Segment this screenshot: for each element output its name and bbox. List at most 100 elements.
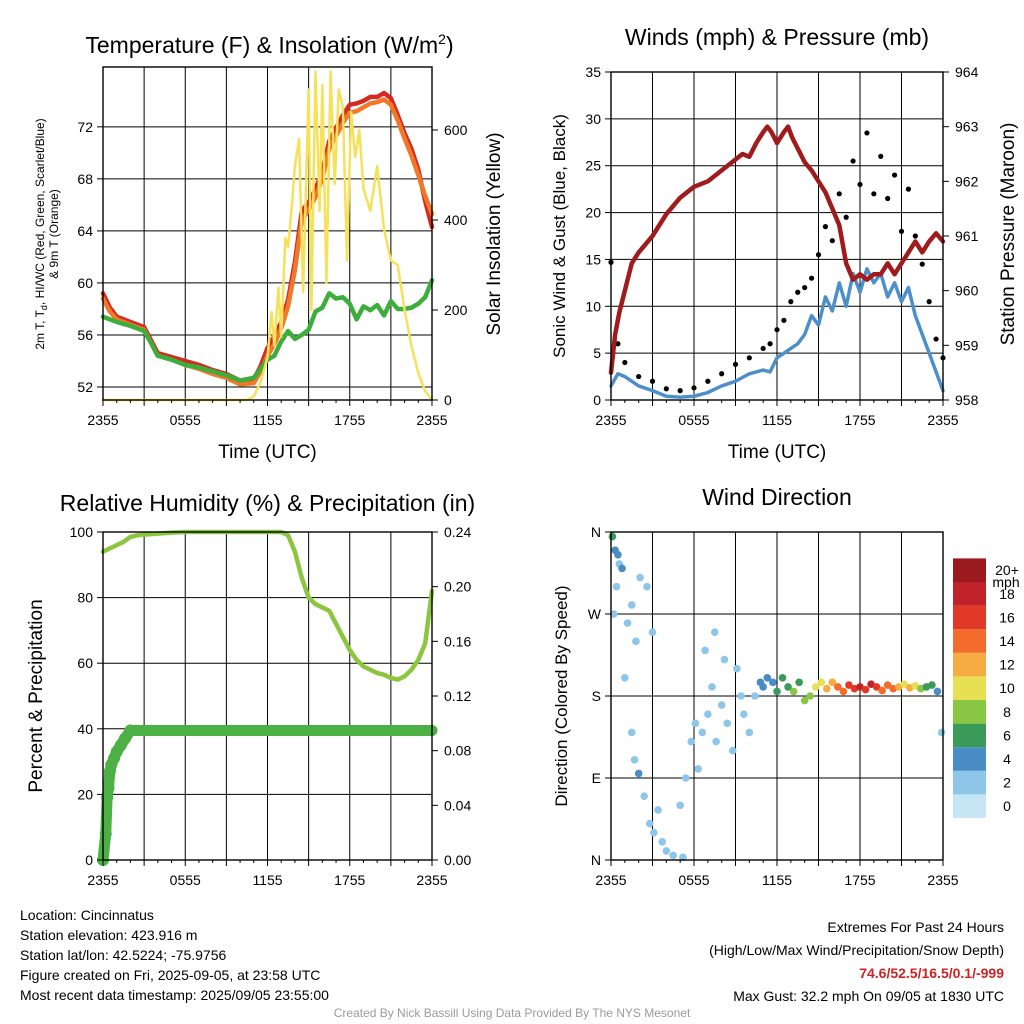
- gust-point: [919, 261, 925, 267]
- colorbar-label: 8: [1003, 704, 1011, 720]
- gust-point: [781, 317, 787, 323]
- x-tick-label: 0555: [678, 412, 709, 428]
- direction-point: [698, 728, 707, 737]
- gust-point: [622, 359, 628, 366]
- direction-point: [679, 853, 687, 862]
- y2-tick-label: 0.20: [444, 579, 471, 595]
- x-tick-label: 2355: [927, 872, 958, 888]
- extremes-legend: (High/Low/Max Wind/Precipitation/Snow De…: [709, 942, 1004, 958]
- series-station-pressure: [608, 124, 946, 375]
- series-gust: [608, 130, 946, 394]
- y-tick-label: 40: [77, 721, 93, 737]
- gust-point: [905, 186, 912, 192]
- direction-point: [694, 765, 702, 773]
- grid: [611, 532, 943, 860]
- y-tick-label: 72: [77, 119, 93, 135]
- colorbar-swatch: [953, 794, 986, 818]
- x-ticks: [102, 860, 433, 866]
- direction-point: [650, 828, 658, 837]
- direction-point: [751, 692, 759, 700]
- created-text: Figure created on Fri, 2025-09-05, at 23…: [20, 967, 321, 983]
- direction-point: [928, 681, 936, 689]
- y2-tick-label: 0.16: [444, 633, 471, 649]
- gust-point: [843, 214, 849, 220]
- direction-point: [618, 564, 626, 573]
- y2-ticks: [432, 531, 438, 861]
- direction-point: [861, 685, 870, 694]
- y-tick-label: 60: [77, 275, 93, 291]
- y-ticks: [605, 71, 611, 401]
- colorbar-swatch: [953, 770, 986, 795]
- direction-point: [723, 719, 731, 728]
- gust-point: [850, 158, 856, 164]
- gust-point: [615, 341, 621, 347]
- gust-point: [933, 336, 939, 342]
- x-tick-label: 0555: [170, 412, 201, 428]
- y-ticks: [97, 126, 103, 388]
- y-axis-label-line2: & 9m T (Orange): [47, 189, 61, 279]
- recent-data-text: Most recent data timestamp: 2025/09/05 2…: [20, 987, 329, 1003]
- y-tick-label: 10: [585, 298, 601, 314]
- direction-point: [676, 801, 684, 810]
- y-tick-label: 5: [593, 345, 601, 361]
- y-tick-label: 80: [77, 590, 93, 606]
- direction-point: [645, 819, 654, 828]
- direction-point: [712, 737, 720, 746]
- colorbar-label: 2: [1003, 775, 1011, 791]
- y-ticks: [97, 531, 103, 861]
- direction-point: [806, 692, 814, 700]
- y-tick-label: S: [592, 688, 601, 704]
- gust-point: [767, 341, 773, 347]
- y-tick-label: 100: [70, 524, 94, 540]
- x-tick-label: 2355: [416, 872, 447, 888]
- chart-title: Temperature (F) & Insolation (W/m2): [85, 31, 453, 58]
- gust-point: [760, 345, 766, 352]
- extremes-values: 74.6/52.5/16.5/0.1/-999: [859, 965, 1004, 981]
- direction-points: [608, 532, 946, 862]
- x-tick-label: 1755: [844, 872, 875, 888]
- y-tick-label: N: [591, 524, 601, 540]
- y-tick-label: 20: [77, 786, 93, 802]
- direction-point: [733, 664, 741, 673]
- x-ticks: [610, 860, 944, 866]
- y-tick-label: 56: [77, 327, 93, 343]
- gust-point: [719, 371, 725, 377]
- credit-text: Created By Nick Bassill Using Data Provi…: [333, 1006, 691, 1020]
- series-sonic-wind: [609, 267, 945, 399]
- panel-temp: Temperature (F) & Insolation (W/m2) 2355 0…: [33, 31, 505, 463]
- y-tick-label: 15: [585, 251, 601, 267]
- y-tick-label: 52: [77, 379, 93, 395]
- colorbar-swatch: [953, 676, 986, 700]
- y-tick-label: 68: [77, 171, 93, 187]
- series-2m-td: [100, 278, 435, 383]
- y2-tick-label: 0: [444, 392, 452, 408]
- y-tick-label: N: [591, 852, 601, 868]
- y2-ticks: [943, 71, 949, 401]
- x-tick-label: 0555: [170, 872, 201, 888]
- direction-point: [717, 701, 726, 709]
- y2-tick-label: 963: [955, 119, 979, 135]
- direction-point: [823, 684, 831, 693]
- direction-point: [900, 680, 909, 688]
- colorbar-label: 12: [999, 657, 1015, 673]
- y2-ticks: [432, 129, 438, 401]
- y2-tick-label: 959: [955, 337, 979, 353]
- gust-point: [746, 355, 752, 361]
- direction-point: [872, 683, 881, 691]
- direction-point: [681, 774, 690, 782]
- series-precipitation-points: [97, 724, 137, 866]
- colorbar-label: 0: [1003, 798, 1011, 814]
- y2-axis-label: Solar Insolation (Yellow): [484, 132, 505, 335]
- y-tick-label: W: [588, 606, 602, 622]
- colorbar-swatch: [953, 747, 986, 771]
- direction-point: [669, 851, 678, 860]
- gust-point: [864, 130, 870, 136]
- y-tick-label: 60: [77, 655, 93, 671]
- gust-point: [636, 373, 642, 380]
- panel-winds: Winds (mph) & Pressure (mb) 2355 0555 1155 1…: [550, 24, 1019, 463]
- location-text: Location: Cincinnatus: [20, 907, 154, 923]
- precip-point: [101, 791, 114, 804]
- direction-point: [784, 683, 792, 691]
- y-tick-label: 35: [585, 64, 601, 80]
- gust-point: [878, 153, 884, 159]
